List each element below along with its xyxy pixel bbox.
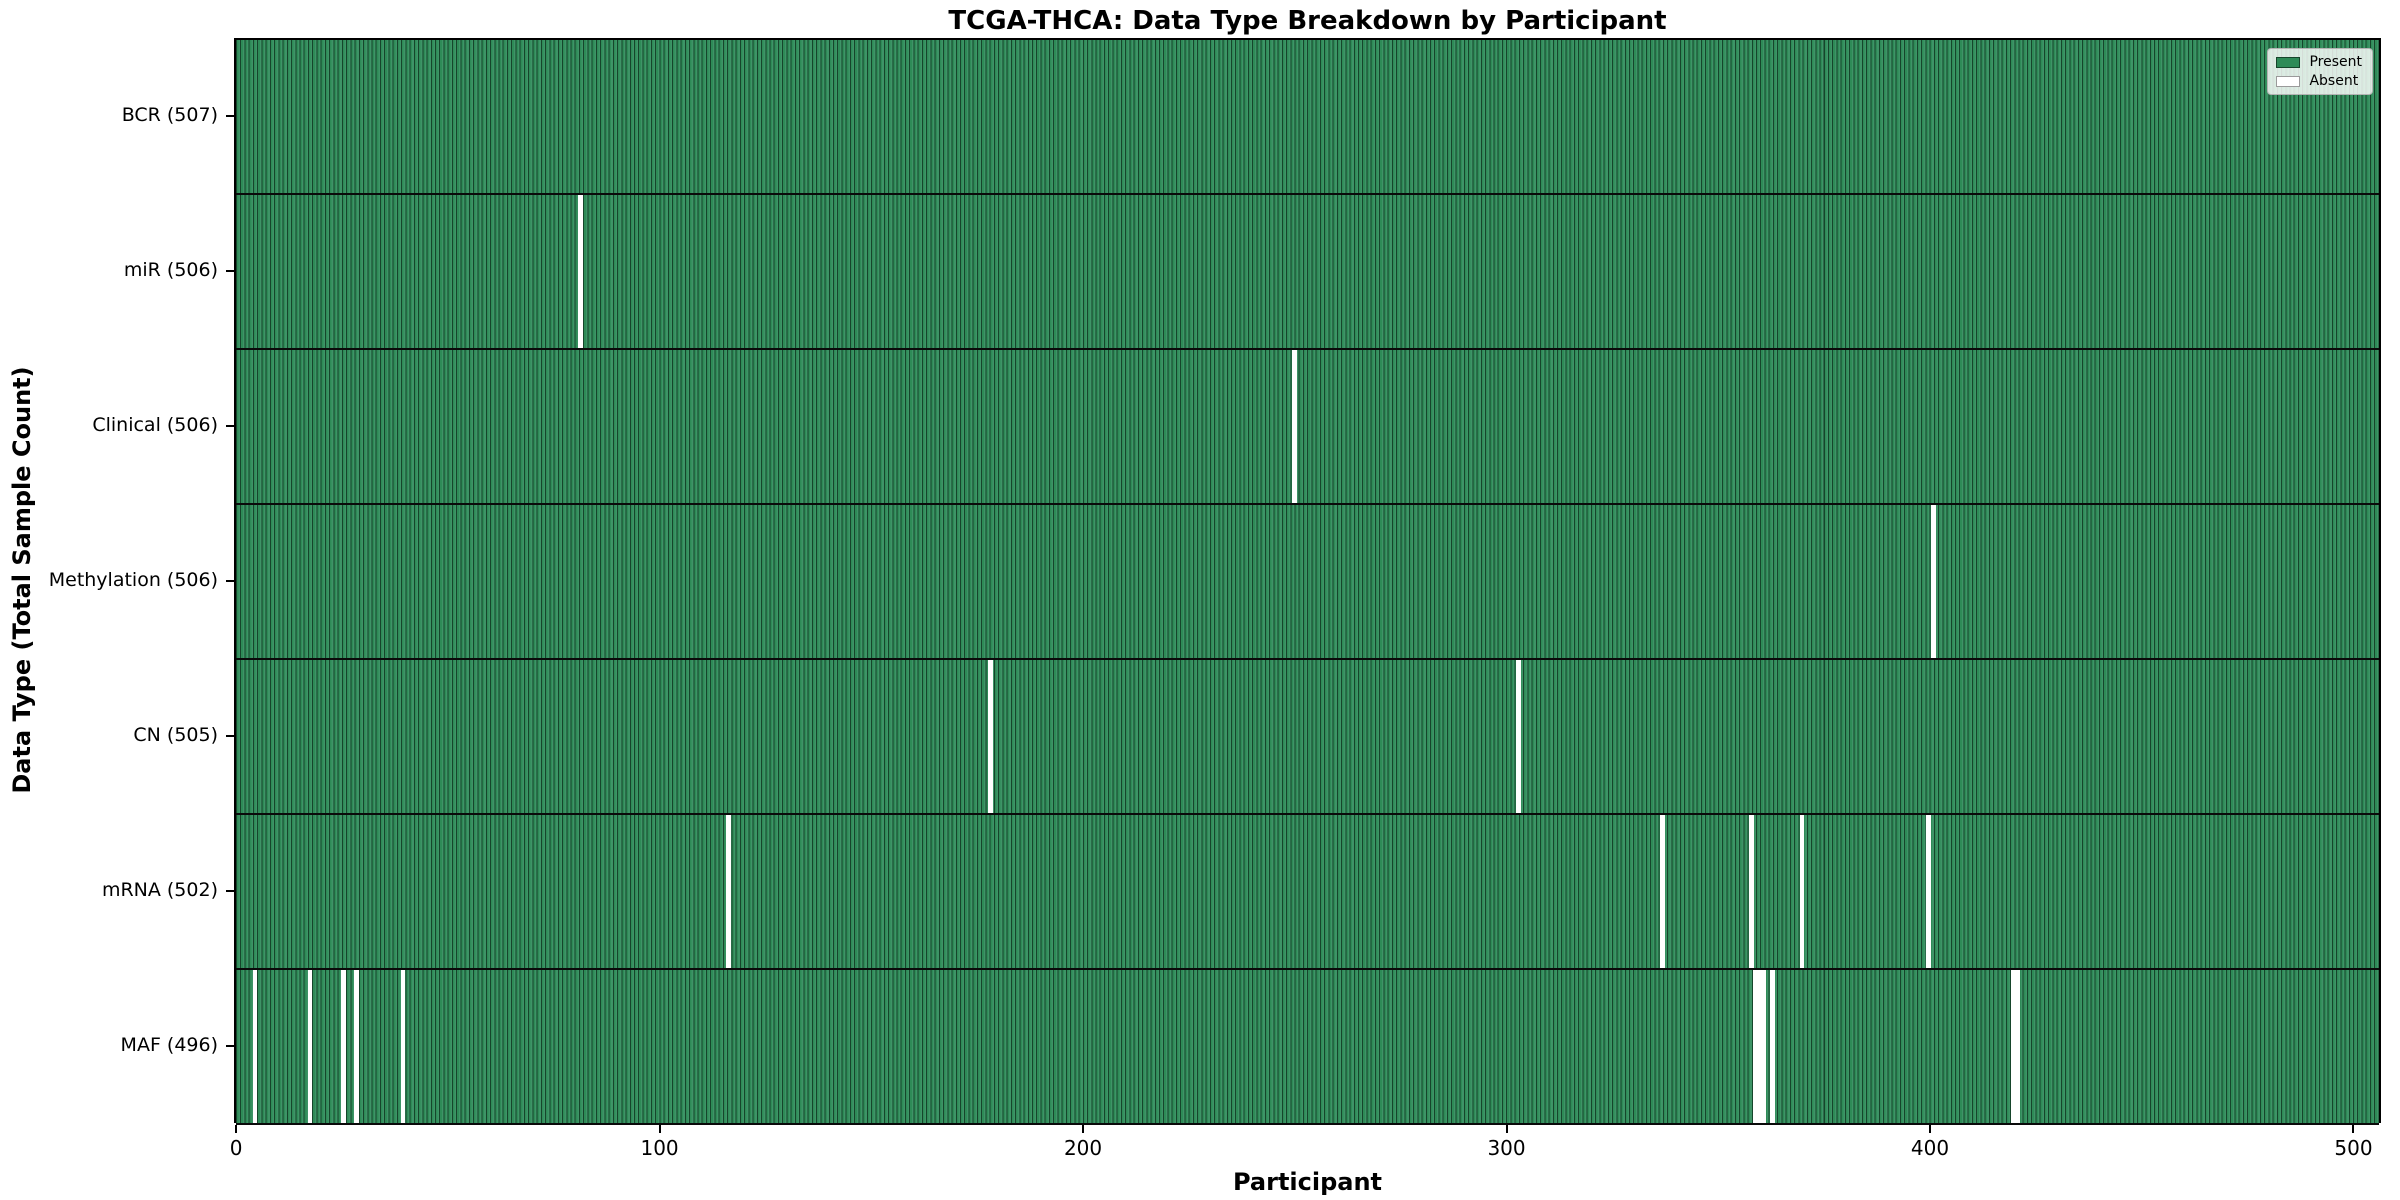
row-label-clinical: Clinical (506) xyxy=(92,413,218,436)
row-cn xyxy=(236,660,2379,815)
row-mrna xyxy=(236,815,2379,970)
absent-gap-mrna-358 xyxy=(1748,815,1754,968)
absent-gap-maf-361 xyxy=(1761,970,1767,1123)
x-tick-500 xyxy=(2352,1125,2355,1133)
row-mir xyxy=(236,195,2379,350)
present-swatch-icon xyxy=(2276,56,2301,68)
x-tick-100 xyxy=(658,1125,661,1133)
absent-gap-cn-303 xyxy=(1516,660,1522,813)
absent-gap-maf-360 xyxy=(1757,970,1763,1123)
absent-gap-mir-81 xyxy=(578,195,583,348)
legend-absent-label: Absent xyxy=(2309,73,2359,89)
y-tick-bcr xyxy=(226,114,234,117)
y-tick-mrna xyxy=(226,889,234,892)
absent-gap-mrna-370 xyxy=(1799,815,1805,968)
absent-gap-maf-39 xyxy=(400,970,406,1123)
y-tick-cn xyxy=(226,734,234,737)
x-tick-label-500: 500 xyxy=(2334,1136,2373,1160)
legend-present-label: Present xyxy=(2309,54,2362,70)
row-label-mir: miR (506) xyxy=(123,258,218,281)
y-tick-clinical xyxy=(226,424,234,427)
absent-gap-maf-17 xyxy=(307,970,313,1123)
absent-gap-maf-4 xyxy=(252,970,258,1123)
x-tick-label-300: 300 xyxy=(1487,1136,1526,1160)
legend: Present Absent xyxy=(2267,48,2373,95)
absent-gap-mrna-116 xyxy=(725,815,731,968)
absent-gap-maf-363 xyxy=(1769,970,1775,1123)
absent-gap-maf-420 xyxy=(2010,970,2016,1123)
absent-gap-mrna-337 xyxy=(1660,815,1665,968)
y-tick-mir xyxy=(226,269,234,272)
x-tick-label-200: 200 xyxy=(1063,1136,1103,1160)
absent-gap-methylation-401 xyxy=(1930,505,1936,658)
absent-gap-maf-421 xyxy=(2015,970,2021,1123)
row-clinical xyxy=(236,350,2379,505)
legend-item-present: Present xyxy=(2276,55,2362,69)
absent-gap-maf-25 xyxy=(341,970,347,1123)
row-bcr xyxy=(236,40,2379,195)
row-label-bcr: BCR (507) xyxy=(121,103,218,126)
absent-gap-clinical-250 xyxy=(1292,350,1298,503)
row-maf xyxy=(236,970,2379,1125)
absent-gap-maf-28 xyxy=(354,970,359,1123)
x-tick-label-0: 0 xyxy=(229,1136,243,1160)
absent-gap-cn-178 xyxy=(988,660,993,813)
x-tick-300 xyxy=(1505,1125,1508,1133)
y-tick-methylation xyxy=(226,579,234,582)
absent-swatch-icon xyxy=(2276,75,2301,87)
absent-gap-maf-359 xyxy=(1753,970,1758,1123)
absent-gap-mrna-400 xyxy=(1926,815,1932,968)
x-tick-400 xyxy=(1929,1125,1931,1133)
chart-title: TCGA-THCA: Data Type Breakdown by Partic… xyxy=(948,6,1667,36)
plot-area: Present Absent xyxy=(234,38,2381,1125)
row-label-maf: MAF (496) xyxy=(120,1033,218,1056)
legend-item-absent: Absent xyxy=(2276,74,2362,88)
x-tick-label-400: 400 xyxy=(1910,1136,1950,1160)
y-tick-maf xyxy=(226,1044,234,1047)
row-label-mrna: mRNA (502) xyxy=(101,878,218,901)
x-axis-label: Participant xyxy=(1232,1168,1383,1196)
row-label-cn: CN (505) xyxy=(133,723,218,746)
x-tick-0 xyxy=(235,1125,238,1133)
x-tick-200 xyxy=(1082,1125,1085,1133)
row-label-methylation: Methylation (506) xyxy=(48,568,218,591)
row-methylation xyxy=(236,505,2379,660)
x-tick-label-100: 100 xyxy=(640,1136,679,1160)
